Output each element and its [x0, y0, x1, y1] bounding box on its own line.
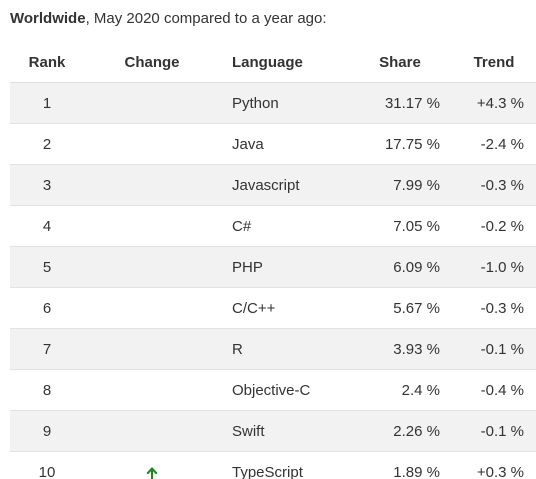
table-row: 9 Swift 2.26 % -0.1 % — [10, 410, 536, 452]
trend-cell: -0.1 % — [452, 410, 536, 452]
trend-cell: -1.0 % — [452, 246, 536, 288]
change-cell — [84, 164, 220, 206]
share-cell: 6.09 % — [348, 246, 452, 288]
change-cell — [84, 246, 220, 288]
header-share: Share — [348, 42, 452, 83]
share-cell: 7.99 % — [348, 164, 452, 206]
trend-cell: -0.1 % — [452, 328, 536, 370]
share-cell: 2.26 % — [348, 410, 452, 452]
rank-cell: 6 — [10, 287, 84, 329]
share-cell: 31.17 % — [348, 82, 452, 124]
change-cell — [84, 123, 220, 165]
change-cell — [84, 287, 220, 329]
trend-cell: -2.4 % — [452, 123, 536, 165]
heading-region: Worldwide — [10, 10, 86, 27]
trend-cell: -0.3 % — [452, 164, 536, 206]
table-row: 5 PHP 6.09 % -1.0 % — [10, 246, 536, 288]
rank-cell: 10 — [10, 451, 84, 479]
language-cell: TypeScript — [220, 451, 348, 479]
trend-cell: +0.3 % — [452, 451, 536, 479]
rank-cell: 2 — [10, 123, 84, 165]
share-cell: 3.93 % — [348, 328, 452, 370]
table-row: 1 Python 31.17 % +4.3 % — [10, 82, 536, 124]
rank-cell: 1 — [10, 82, 84, 124]
trend-cell: -0.4 % — [452, 369, 536, 411]
table-row: 8 Objective-C 2.4 % -0.4 % — [10, 369, 536, 411]
header-change: Change — [84, 42, 220, 83]
share-cell: 2.4 % — [348, 369, 452, 411]
change-cell — [84, 369, 220, 411]
share-cell: 5.67 % — [348, 287, 452, 329]
share-cell: 1.89 % — [348, 451, 452, 479]
language-cell: Python — [220, 82, 348, 124]
language-ranking-table: Rank Change Language Share Trend 1 Pytho… — [10, 42, 536, 479]
share-cell: 17.75 % — [348, 123, 452, 165]
header-language: Language — [220, 42, 348, 83]
rank-cell: 8 — [10, 369, 84, 411]
language-cell: C/C++ — [220, 287, 348, 329]
language-cell: C# — [220, 205, 348, 247]
trend-cell: -0.2 % — [452, 205, 536, 247]
up-arrow-icon — [146, 466, 158, 479]
table-row: 2 Java 17.75 % -2.4 % — [10, 123, 536, 165]
rank-cell: 9 — [10, 410, 84, 452]
table-row: 6 C/C++ 5.67 % -0.3 % — [10, 287, 536, 329]
change-cell — [84, 328, 220, 370]
change-cell — [84, 205, 220, 247]
trend-cell: -0.3 % — [452, 287, 536, 329]
table-row: 4 C# 7.05 % -0.2 % — [10, 205, 536, 247]
table-header: Rank Change Language Share Trend — [10, 42, 536, 83]
language-cell: Objective-C — [220, 369, 348, 411]
change-cell — [84, 410, 220, 452]
language-cell: Javascript — [220, 164, 348, 206]
header-row: Rank Change Language Share Trend — [10, 42, 536, 83]
share-cell: 7.05 % — [348, 205, 452, 247]
language-cell: R — [220, 328, 348, 370]
rank-cell: 5 — [10, 246, 84, 288]
change-cell — [84, 451, 220, 479]
page-heading: Worldwide, May 2020 compared to a year a… — [10, 10, 327, 28]
trend-cell: +4.3 % — [452, 82, 536, 124]
table-body: 1 Python 31.17 % +4.3 % 2 Java 17.75 % -… — [10, 82, 536, 479]
language-cell: Java — [220, 123, 348, 165]
heading-subtitle: , May 2020 compared to a year ago: — [85, 10, 327, 27]
table-row: 3 Javascript 7.99 % -0.3 % — [10, 164, 536, 206]
rank-cell: 3 — [10, 164, 84, 206]
rank-cell: 4 — [10, 205, 84, 247]
language-cell: PHP — [220, 246, 348, 288]
language-cell: Swift — [220, 410, 348, 452]
table-row: 7 R 3.93 % -0.1 % — [10, 328, 536, 370]
table-row: 10 TypeScript 1.89 % +0.3 % — [10, 451, 536, 479]
rank-cell: 7 — [10, 328, 84, 370]
header-trend: Trend — [452, 42, 536, 83]
header-rank: Rank — [10, 42, 84, 83]
change-cell — [84, 82, 220, 124]
